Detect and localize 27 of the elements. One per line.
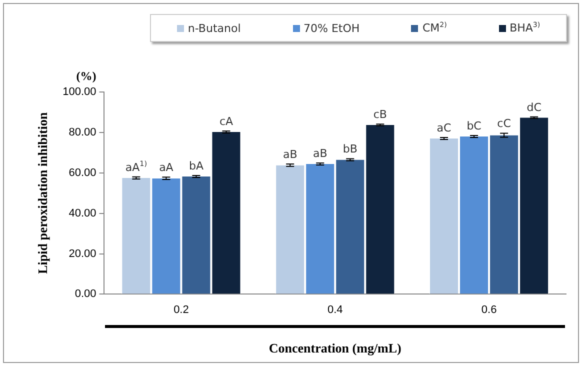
annotation: dC (526, 100, 542, 114)
legend-label: n-Butanol (186, 22, 241, 34)
y-tick-label: 80.00 (68, 126, 96, 138)
legend-label: CM$^{2)}$ (421, 21, 447, 35)
annotation: aC (436, 121, 452, 134)
text: (%) (76, 69, 96, 83)
x-axis-title: Concentration (mg/mL) (268, 340, 402, 356)
legend-label: 70% EtOH (302, 22, 360, 34)
annotation: aB (282, 148, 298, 161)
annotation: bC (466, 119, 482, 132)
x-tick-label: 0.6 (481, 304, 497, 316)
y-tick-label: 40.00 (68, 207, 96, 220)
y-axis-title: Lipid peroxidation inhibition (35, 112, 50, 274)
annotation: cB (373, 108, 387, 122)
annotation: bB (342, 142, 358, 156)
annotation: aA (159, 161, 174, 174)
y-tick-label: 100.00 (62, 86, 96, 98)
y-tick-label: 0.00 (74, 288, 96, 300)
annotation: aB (312, 146, 328, 160)
x-tick-label: 0.2 (174, 304, 189, 316)
x-tick-label: 0.4 (327, 304, 343, 316)
annotation: bA (188, 160, 204, 173)
annotation: cA (219, 115, 234, 128)
y-tick-label: 60.00 (68, 166, 96, 179)
annotation: cC (497, 117, 512, 130)
legend-label: BHA$^{3)}$ (508, 21, 540, 35)
y-tick-label: 20.00 (68, 248, 96, 260)
